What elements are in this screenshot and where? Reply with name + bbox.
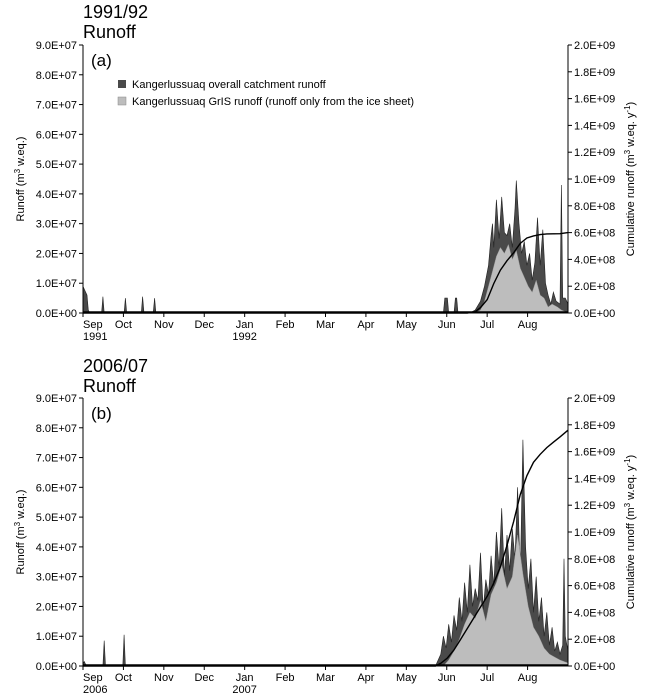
y-tick-label-right: 6.0E+08: [574, 581, 615, 593]
x-tick-label: May: [396, 319, 417, 331]
y-tick-label-right: 1.8E+09: [574, 67, 615, 79]
y-tick-label-right: 1.0E+09: [574, 527, 615, 539]
y-tick-label-right: 1.8E+09: [574, 420, 615, 432]
panel-b-subtitle: Runoff: [83, 376, 136, 396]
panel-label: (b): [91, 404, 112, 423]
x-year-label: 1991: [83, 331, 107, 343]
x-year-label: 1992: [232, 331, 256, 343]
y-tick-label-right: 2.0E+09: [574, 393, 615, 405]
y-tick-label-left: 9.0E+07: [36, 40, 77, 52]
y-axis-label-right: Cumulative runoff (m3 w.eq. y-1): [623, 455, 638, 609]
x-tick-label: Jun: [438, 319, 456, 331]
x-tick-label: Oct: [115, 319, 132, 331]
y-tick-label-right: 1.4E+09: [574, 120, 615, 132]
y-tick-label-right: 1.2E+09: [574, 500, 615, 512]
y-tick-label-left: 2.0E+07: [36, 601, 77, 613]
y-tick-label-left: 5.0E+07: [36, 159, 77, 171]
y-tick-label-right: 2.0E+09: [574, 40, 615, 52]
y-tick-label-left: 8.0E+07: [36, 70, 77, 82]
x-year-label: 2006: [83, 684, 107, 696]
legend-swatch-overall: [118, 80, 126, 88]
x-tick-label: Aug: [518, 319, 538, 331]
x-tick-label: Jul: [480, 672, 494, 684]
y-tick-label-right: 1.6E+09: [574, 94, 615, 106]
x-tick-label: Jan: [236, 319, 254, 331]
y-axis-label-right: Cumulative runoff (m3 w.eq. y-1): [623, 102, 638, 256]
y-tick-label-right: 0.0E+00: [574, 661, 615, 673]
y-tick-label-left: 3.0E+07: [36, 219, 77, 231]
y-axis-label-left: Runoff (m3 w.eq.): [13, 490, 28, 575]
y-tick-label-left: 1.0E+07: [36, 278, 77, 290]
x-tick-label: Sep: [83, 672, 103, 684]
series-gris-runoff: [442, 534, 569, 667]
y-tick-label-left: 6.0E+07: [36, 482, 77, 494]
legend-label-gris: Kangerlussuaq GrIS runoff (runoff only f…: [132, 96, 414, 108]
x-tick-label: Nov: [154, 319, 174, 331]
y-tick-label-right: 4.0E+08: [574, 607, 615, 619]
x-tick-label: May: [396, 672, 417, 684]
y-tick-label-left: 1.0E+07: [36, 631, 77, 643]
y-tick-label-left: 7.0E+07: [36, 453, 77, 465]
y-tick-label-right: 1.4E+09: [574, 473, 615, 485]
x-tick-label: Oct: [115, 672, 132, 684]
y-tick-label-right: 1.2E+09: [574, 147, 615, 159]
y-tick-label-right: 1.6E+09: [574, 447, 615, 459]
y-tick-label-left: 4.0E+07: [36, 542, 77, 554]
y-tick-label-left: 2.0E+07: [36, 248, 77, 260]
panel-b-title: 2006/07: [83, 356, 149, 376]
panel-a-subtitle: Runoff: [83, 22, 136, 42]
y-tick-label-right: 2.0E+08: [574, 281, 615, 293]
y-tick-label-right: 0.0E+00: [574, 308, 615, 320]
panel-b: 0.0E+00 1.0E+07 2.0E+07 3.0E+07 4.0E+07 5.0E+…: [13, 393, 638, 696]
x-tick-label: Apr: [357, 672, 374, 684]
legend-swatch-gris: [117, 96, 127, 106]
y-tick-label-left: 5.0E+07: [36, 512, 77, 524]
x-tick-label: Dec: [194, 319, 214, 331]
x-tick-label: Nov: [154, 672, 174, 684]
x-tick-label: Mar: [316, 672, 335, 684]
y-tick-label-right: 8.0E+08: [574, 554, 615, 566]
y-tick-label-left: 6.0E+07: [36, 129, 77, 141]
y-tick-label-left: 0.0E+00: [36, 661, 77, 673]
y-tick-label-left: 7.0E+07: [36, 100, 77, 112]
x-tick-label: Jun: [438, 672, 456, 684]
y-tick-label-right: 1.0E+09: [574, 174, 615, 186]
y-tick-label-right: 4.0E+08: [574, 254, 615, 266]
panel-label: (a): [91, 51, 112, 70]
y-tick-label-right: 2.0E+08: [574, 634, 615, 646]
x-tick-label: Sep: [83, 319, 103, 331]
y-axis-label-left: Runoff (m3 w.eq.): [13, 137, 28, 222]
x-tick-label: Feb: [276, 672, 295, 684]
x-tick-label: Aug: [518, 672, 538, 684]
y-tick-label-left: 4.0E+07: [36, 189, 77, 201]
x-tick-label: Dec: [194, 672, 214, 684]
series-cumulative-runoff: [83, 231, 569, 314]
panel-a: 0.0E+00 1.0E+07 2.0E+07 3.0E+07 4.0E+07 5.0E+…: [13, 40, 638, 343]
x-tick-label: Apr: [357, 319, 374, 331]
legend-label-overall: Kangerlussuaq overall catchment runoff: [132, 79, 327, 91]
x-tick-label: Mar: [316, 319, 335, 331]
y-tick-label-left: 3.0E+07: [36, 572, 77, 584]
x-tick-label: Jul: [480, 319, 494, 331]
y-tick-label-left: 0.0E+00: [36, 308, 77, 320]
series-gris-runoff: [474, 243, 569, 314]
y-tick-label-left: 9.0E+07: [36, 393, 77, 405]
x-tick-label: Feb: [276, 319, 295, 331]
y-tick-label-right: 6.0E+08: [574, 228, 615, 240]
panel-a-title: 1991/92: [83, 2, 149, 22]
y-tick-label-left: 8.0E+07: [36, 423, 77, 435]
y-tick-label-right: 8.0E+08: [574, 201, 615, 213]
x-tick-label: Jan: [236, 672, 254, 684]
series-cumulative-runoff: [83, 429, 569, 667]
x-year-label: 2007: [232, 684, 256, 696]
